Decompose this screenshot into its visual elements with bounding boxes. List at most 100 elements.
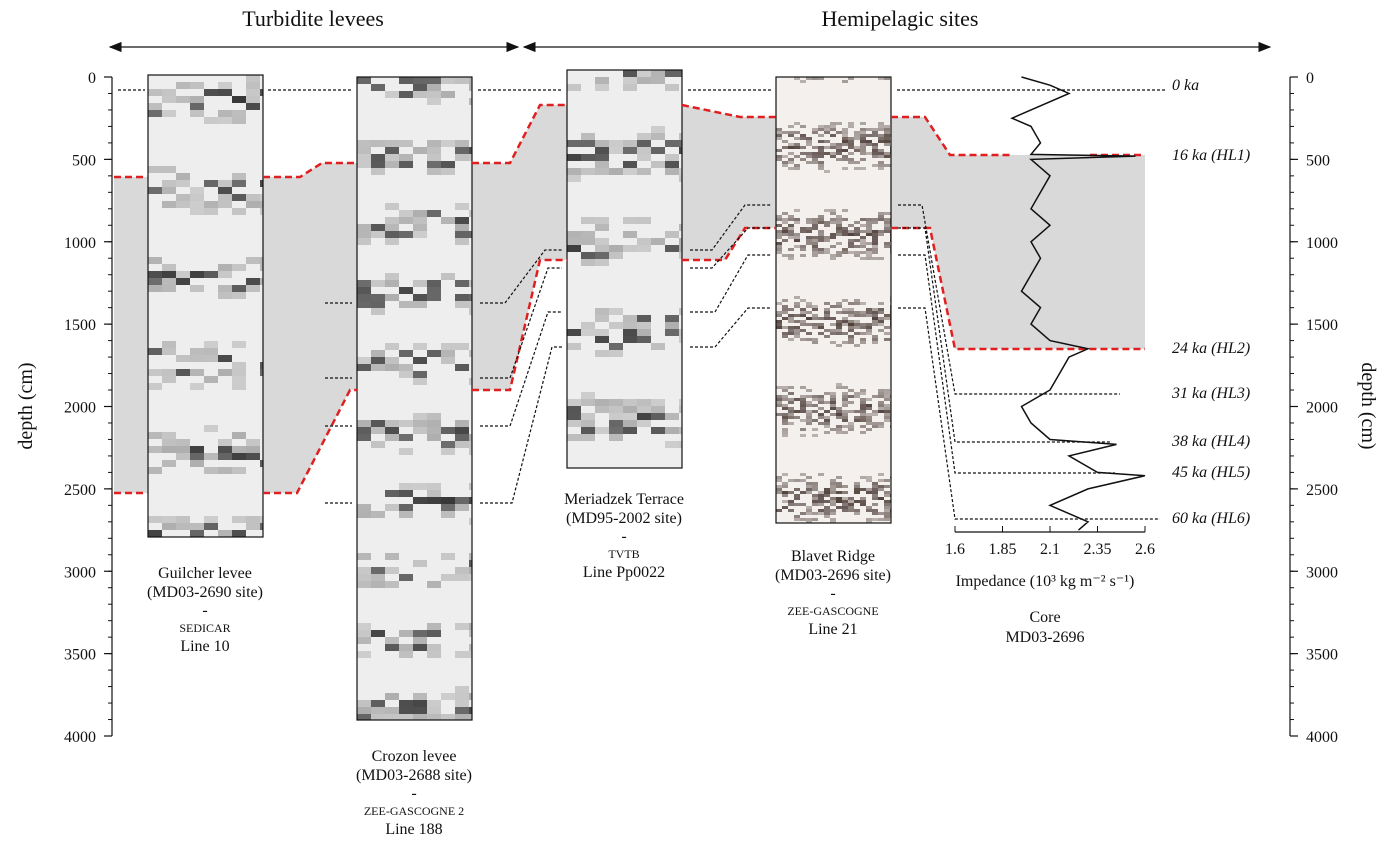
seismic-cell (162, 376, 176, 383)
seismic-cell (260, 369, 263, 376)
seismic-cell (385, 217, 399, 224)
seismic-cell (455, 77, 469, 84)
seismic-cell (860, 146, 866, 149)
seismic-cell (800, 518, 806, 521)
seismic-cell (609, 434, 623, 441)
seismic-cell (842, 323, 848, 326)
seismic-cell (782, 506, 788, 509)
seismic-cell (878, 404, 884, 407)
seismic-cell (651, 126, 665, 133)
seismic-cell (413, 280, 427, 287)
seismic-cell (800, 479, 806, 482)
seismic-cell (413, 294, 427, 301)
seismic-cell (878, 320, 884, 323)
seismic-cell (788, 509, 794, 512)
seismic-cell (860, 251, 866, 254)
seismic-cell (399, 91, 413, 98)
seismic-cell (878, 389, 884, 392)
seismic-cell (836, 491, 842, 494)
seismic-cell (204, 201, 218, 208)
seismic-cell (190, 103, 204, 110)
core-caption: MD03-2696 (1005, 629, 1084, 646)
seismic-cell (878, 230, 884, 233)
seismic-cell (818, 317, 824, 320)
seismic-cell (399, 287, 413, 294)
seismic-cell (866, 152, 872, 155)
seismic-cell (818, 128, 824, 131)
seismic-cell (776, 242, 782, 245)
seismic-cell (872, 149, 878, 152)
seismic-cell (665, 154, 679, 161)
seismic-cell (399, 490, 413, 497)
seismic-cell (218, 89, 232, 96)
seismic-cell (357, 553, 371, 560)
seismic-cell (848, 314, 854, 317)
seismic-cell (567, 168, 581, 175)
seismic-cell (788, 398, 794, 401)
seismic-cell (148, 369, 162, 376)
seismic-cell (860, 257, 866, 260)
seismic-cell (860, 140, 866, 143)
seismic-cell (232, 110, 246, 117)
seismic-cell (567, 343, 581, 350)
seismic-cell (806, 311, 812, 314)
seismic-cell (190, 530, 204, 537)
seismic-cell (836, 326, 842, 329)
seismic-cell (782, 161, 788, 164)
depth-tick-label: 0 (1306, 70, 1314, 87)
site-caption: ZEE-GASCOGNE (787, 604, 878, 618)
seismic-cell (357, 357, 371, 364)
seismic-cell (884, 137, 890, 140)
seismic-cell (357, 434, 371, 441)
seismic-cell (824, 419, 830, 422)
seismic-cell (872, 341, 878, 344)
seismic-cell (637, 420, 651, 427)
seismic-cell (848, 500, 854, 503)
seismic-cell (866, 422, 872, 425)
seismic-cell (399, 504, 413, 511)
seismic-cell (148, 278, 162, 285)
seismic-cell (595, 168, 609, 175)
seismic-cell (800, 158, 806, 161)
seismic-cell (371, 420, 385, 427)
seismic-cell (427, 623, 441, 630)
seismic-cell (776, 251, 782, 254)
site-caption: (MD95-2002 site) (566, 510, 682, 527)
seismic-cell (872, 218, 878, 221)
seismic-cell (866, 254, 872, 257)
seismic-cell (878, 410, 884, 413)
seismic-cell (246, 257, 260, 264)
seismic-cell (204, 376, 218, 383)
seismic-cell (878, 311, 884, 314)
seismic-cell (854, 254, 860, 257)
seismic-cell (190, 453, 204, 460)
seismic-cell (818, 221, 824, 224)
seismic-cell (806, 338, 812, 341)
seismic-cell (427, 434, 441, 441)
seismic-cell (878, 233, 884, 236)
seismic-cell (788, 422, 794, 425)
seismic-cell (854, 314, 860, 317)
seismic-cell (679, 140, 682, 147)
seismic-cell (860, 134, 866, 137)
seismic-cell (842, 392, 848, 395)
seismic-cell (878, 395, 884, 398)
seismic-cell (427, 630, 441, 637)
seismic-cell (357, 154, 371, 161)
seismic-cell (788, 326, 794, 329)
seismic-cell (232, 516, 246, 523)
seismic-cell (872, 155, 878, 158)
seismic-cell (637, 154, 651, 161)
seismic-cell (246, 285, 260, 292)
seismic-cell (872, 410, 878, 413)
impedance-tick-label: 2.6 (1135, 541, 1155, 558)
seismic-cell (884, 245, 890, 248)
seismic-cell (399, 448, 413, 455)
seismic-cell (872, 494, 878, 497)
seismic-cell (860, 404, 866, 407)
seismic-cell (818, 509, 824, 512)
seismic-cell (824, 512, 830, 515)
seismic-cell (836, 413, 842, 416)
seismic-cell (455, 693, 469, 700)
seismic-cell (204, 341, 218, 348)
